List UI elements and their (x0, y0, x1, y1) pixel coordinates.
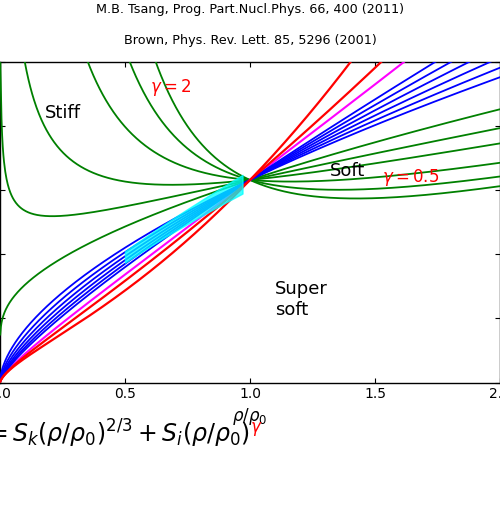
Text: Soft: Soft (330, 162, 365, 180)
Text: $\gamma=0.5$: $\gamma=0.5$ (382, 167, 440, 188)
Text: M.B. Tsang, Prog. Part.Nucl.Phys. 66, 400 (2011): M.B. Tsang, Prog. Part.Nucl.Phys. 66, 40… (96, 3, 404, 16)
Text: $\gamma=2$: $\gamma=2$ (150, 77, 191, 98)
Text: Brown, Phys. Rev. Lett. 85, 5296 (2001): Brown, Phys. Rev. Lett. 85, 5296 (2001) (124, 34, 376, 47)
Text: $^\gamma$: $^\gamma$ (250, 422, 262, 446)
X-axis label: $\rho/\rho_0$: $\rho/\rho_0$ (232, 406, 268, 427)
Text: $S(\rho) = S_k(\rho/\rho_0)^{2/3} + S_i(\rho/\rho_0)$: $S(\rho) = S_k(\rho/\rho_0)^{2/3} + S_i(… (0, 418, 250, 450)
Text: Super
soft: Super soft (275, 280, 328, 318)
Text: Stiff: Stiff (45, 104, 81, 123)
